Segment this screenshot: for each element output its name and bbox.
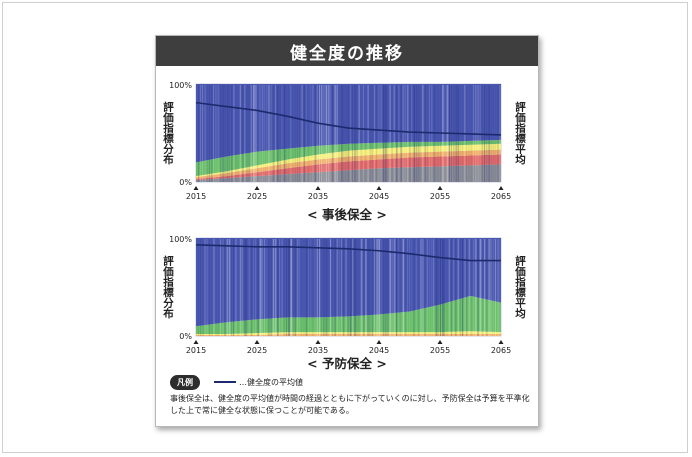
area-band-1 <box>196 154 501 181</box>
figure-card: 健全度の推移 100% 0% 評価指標分布 評価指標平均 2015 2025 2035 204… <box>155 35 539 427</box>
area-band-3 <box>196 143 501 178</box>
y-axis-label-right: 評価指標平均 <box>514 255 526 320</box>
x-tick-marker-2065 <box>498 186 504 190</box>
stripe-texture <box>198 239 501 336</box>
area-band-4 <box>196 295 501 335</box>
mean-line <box>195 101 502 136</box>
x-tick-marker-2055 <box>437 340 443 344</box>
area-band-0 <box>196 164 501 182</box>
x-tick-marker-2015 <box>193 186 199 190</box>
x-tick-marker-2025 <box>254 340 260 344</box>
area-band-3 <box>196 331 501 336</box>
x-tick-label-2055: 2055 <box>430 192 450 201</box>
chart-corrective-maintenance: 100% 0% 評価指標分布 評価指標平均 2015 2025 2035 2045 2055 20… <box>162 81 526 201</box>
y-axis-label-left: 評価指標分布 <box>162 255 174 320</box>
x-tick-label-2065: 2065 <box>491 346 511 355</box>
x-tick-marker-2015 <box>193 340 199 344</box>
area-band-2 <box>196 149 501 180</box>
x-tick-marker-2055 <box>437 186 443 190</box>
x-tick-label-2015: 2015 <box>186 346 206 355</box>
x-tick-label-2065: 2065 <box>491 192 511 201</box>
page-frame: 健全度の推移 100% 0% 評価指標分布 評価指標平均 2015 2025 2035 204… <box>2 2 688 453</box>
chart-caption-corrective: < 事後保全 > <box>307 207 387 222</box>
chart-caption-preventive: < 予防保全 > <box>307 356 387 371</box>
x-tick-label-2045: 2045 <box>369 346 389 355</box>
x-tick-marker-2065 <box>498 340 504 344</box>
legend-line-label: …健全度の平均値 <box>239 377 303 387</box>
x-tick-label-2025: 2025 <box>247 192 267 201</box>
x-tick-label-2035: 2035 <box>308 192 328 201</box>
area-band-5 <box>196 84 501 163</box>
area-band-5 <box>196 238 501 327</box>
x-tick-marker-2045 <box>376 340 382 344</box>
y-tick-label-bottom: 0% <box>179 178 192 187</box>
legend: 凡例 …健全度の平均値 <box>170 374 303 390</box>
chart-preventive-maintenance: 100% 0% 評価指標分布 評価指標平均 2015 2025 2035 2045 2055 20… <box>162 235 526 355</box>
x-tick-label-2015: 2015 <box>186 192 206 201</box>
mean-line <box>195 244 501 262</box>
x-tick-label-2025: 2025 <box>247 346 267 355</box>
legend-badge: 凡例 <box>170 374 200 390</box>
y-axis-label-left: 評価指標分布 <box>162 101 174 166</box>
figure-title: 健全度の推移 <box>156 36 538 66</box>
legend-line-swatch <box>214 381 236 383</box>
area-band-4 <box>196 139 501 177</box>
x-tick-marker-2045 <box>376 186 382 190</box>
area-band-2 <box>196 334 501 336</box>
y-tick-label-top: 100% <box>169 235 192 244</box>
x-tick-marker-2025 <box>254 186 260 190</box>
x-tick-marker-2035 <box>315 186 321 190</box>
x-tick-label-2045: 2045 <box>369 192 389 201</box>
y-tick-label-top: 100% <box>169 81 192 90</box>
explanation-note: 事後保全は、健全度の平均値が時間の経過とともに下がっていくのに対し、予防保全は予… <box>170 394 530 415</box>
x-tick-label-2055: 2055 <box>430 346 450 355</box>
y-axis-label-right: 評価指標平均 <box>514 101 526 166</box>
x-tick-label-2035: 2035 <box>308 346 328 355</box>
y-tick-label-bottom: 0% <box>179 332 192 341</box>
x-tick-marker-2035 <box>315 340 321 344</box>
